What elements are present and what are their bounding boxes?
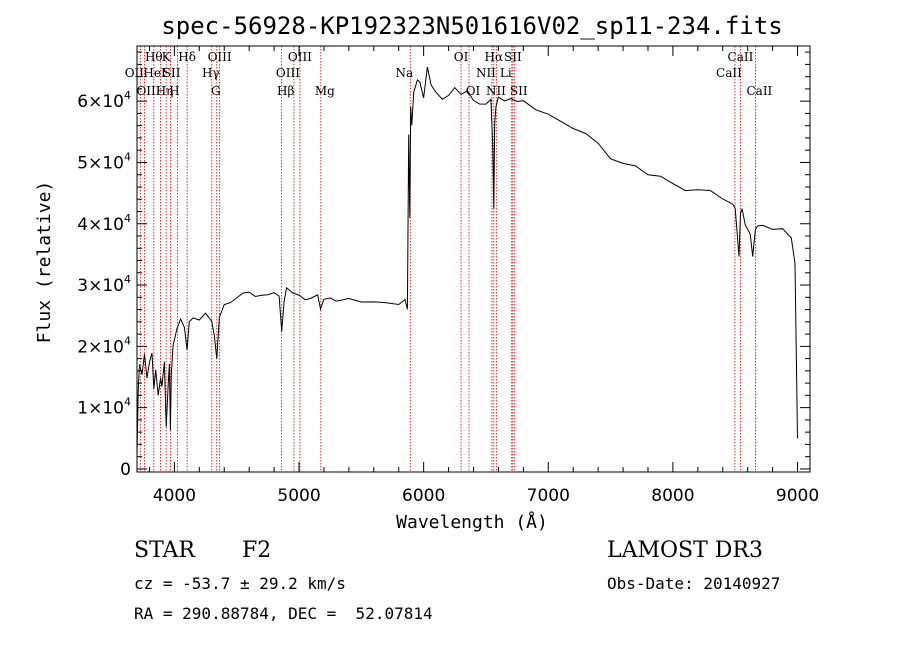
marker-label-9-0: Hγ (202, 66, 220, 80)
marker-label-3-1: Hη (156, 84, 174, 98)
y-tick-exponent-3: 4 (124, 273, 131, 286)
y-tick-exponent-1: 4 (124, 396, 131, 409)
marker-label-6-0: SII (163, 66, 181, 80)
object-class: STAR (134, 538, 195, 563)
marker-label-23-0: SII (510, 84, 528, 98)
obs-date: Obs-Date: 20140927 (607, 574, 781, 593)
x-tick-label-3: 7000 (527, 486, 570, 506)
marker-label-2-0: Hθ (145, 50, 163, 64)
marker-label-15-0: Na (395, 66, 413, 80)
y-tick-label-1: 1×104 (77, 396, 131, 419)
y-tick-mantissa-2: 2×10 (77, 337, 124, 357)
redshift-readout: cz = -53.7 ± 29.2 km/s (134, 574, 346, 593)
marker-label-18-0: NII (476, 66, 496, 80)
x-tick-label-0: 4000 (153, 486, 196, 506)
y-tick-mantissa-0: 0 (120, 460, 131, 480)
marker-label-24-0: CaII (716, 66, 742, 80)
x-tick-label-5: 9000 (776, 486, 819, 506)
marker-label-11-0: Hβ (277, 84, 294, 98)
marker-label-10-0: OIII (208, 50, 232, 64)
marker-label-14-0: Mg (315, 84, 335, 98)
spectrum-chart: spec-56928-KP192323N501616V02_sp11-234.f… (34, 12, 819, 533)
y-tick-label-6: 6×104 (77, 89, 131, 112)
y-axis-label: Flux (relative) (34, 181, 55, 344)
marker-label-19-0: Hα (485, 50, 504, 64)
object-subclass: F2 (242, 538, 272, 563)
marker-label-1-0: OIII (136, 84, 160, 98)
y-tick-mantissa-4: 4×10 (77, 215, 124, 235)
marker-label-16-0: OI (454, 50, 469, 64)
marker-label-0-0: OII (125, 66, 145, 80)
chart-title: spec-56928-KP192323N501616V02_sp11-234.f… (161, 12, 782, 40)
y-tick-mantissa-3: 3×10 (77, 276, 124, 296)
y-tick-mantissa-1: 1×10 (77, 399, 124, 419)
x-tick-label-2: 6000 (402, 486, 445, 506)
marker-lines (139, 46, 756, 472)
marker-label-26-0: CaII (746, 84, 772, 98)
y-tick-exponent-4: 4 (124, 212, 131, 225)
x-tick-label-4: 8000 (651, 486, 694, 506)
y-tick-label-3: 3×104 (77, 273, 131, 296)
y-tick-label-5: 5×104 (77, 150, 131, 173)
marker-label-8-0: G (211, 84, 221, 98)
x-axis-ticks: 4000 5000 6000 7000 8000 9000 (148, 46, 819, 506)
marker-label-12-0: OIII (276, 66, 300, 80)
marker-label-25-0: CaII (728, 50, 754, 64)
x-tick-label-1: 5000 (277, 486, 320, 506)
marker-labels: OII OIII Hθ HeI Hη K H SII Hδ G Hγ OIII Hβ OIII OIII Mg… (125, 50, 773, 98)
survey-label: LAMOST DR3 (607, 538, 763, 563)
y-tick-exponent-2: 4 (124, 334, 131, 347)
spectrum-line (136, 66, 798, 457)
y-tick-label-2: 2×104 (77, 334, 131, 357)
marker-label-3-0: HeI (143, 66, 166, 80)
x-axis-label: Wavelength (Å) (396, 511, 548, 533)
y-tick-mantissa-6: 6×10 (77, 92, 124, 112)
marker-label-21-0: Li (500, 66, 512, 80)
marker-label-22-0: SII (504, 50, 522, 64)
y-tick-label-4: 4×104 (77, 212, 131, 235)
coordinates: RA = 290.88784, DEC = 52.07814 (134, 604, 433, 623)
marker-label-4-0: K (162, 50, 172, 64)
y-tick-label-0: 0 (120, 460, 131, 480)
y-tick-exponent-5: 4 (124, 150, 131, 163)
plot-frame (136, 45, 811, 473)
marker-label-18-1: NII (486, 84, 506, 98)
y-tick-mantissa-5: 5×10 (77, 153, 124, 173)
marker-label-13-0: OIII (288, 50, 312, 64)
marker-label-7-0: Hδ (178, 50, 196, 64)
y-tick-exponent-6: 4 (124, 89, 131, 102)
marker-label-5-0: H (169, 84, 179, 98)
